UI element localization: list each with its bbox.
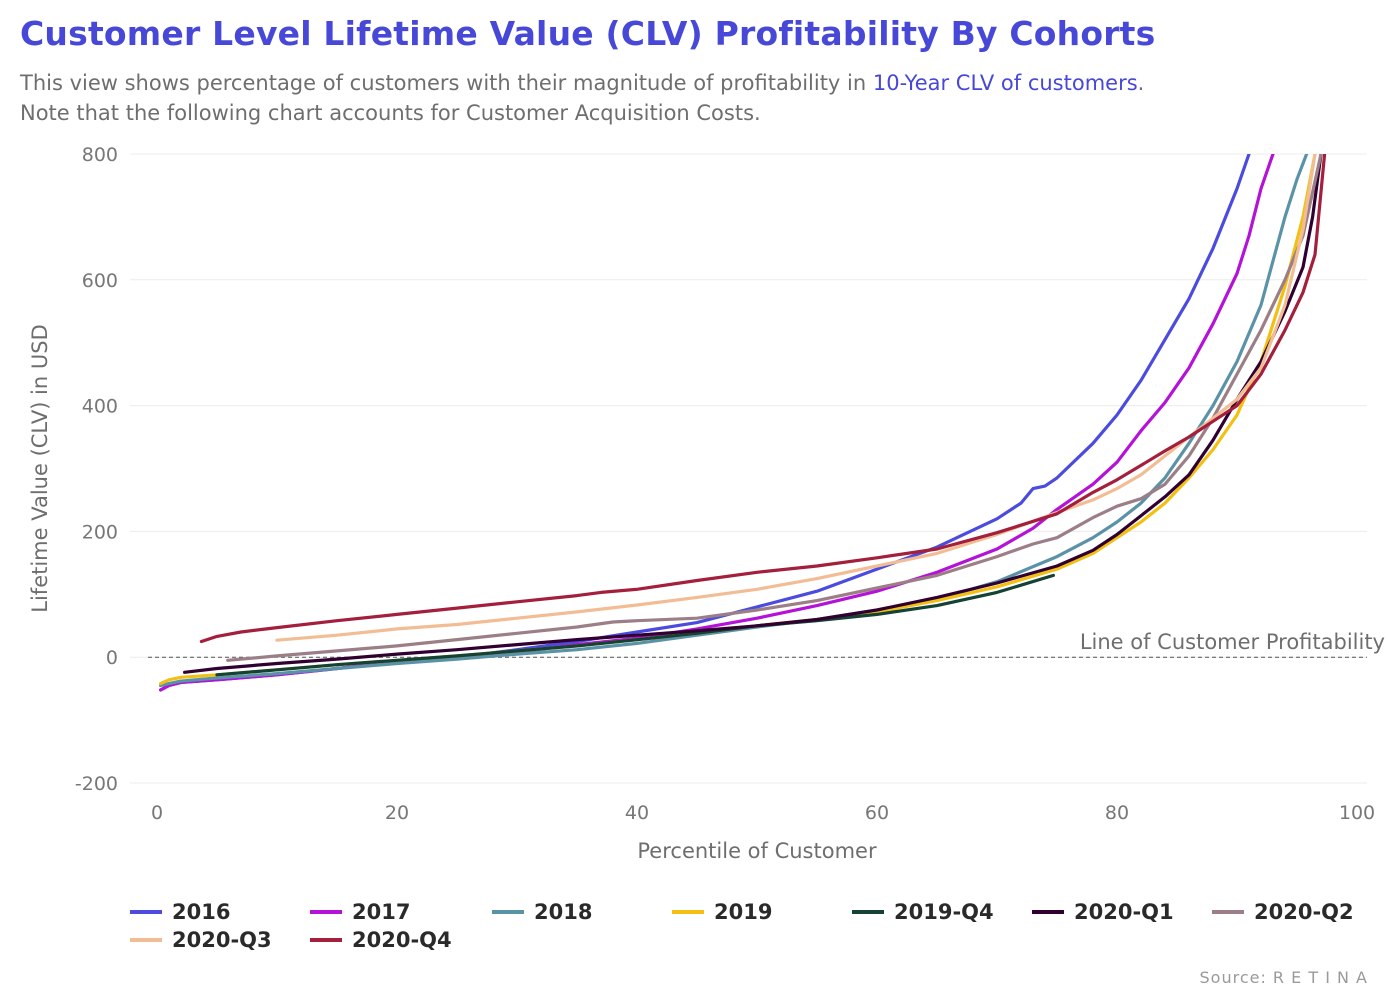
- x-tick-label: 0: [151, 802, 163, 824]
- legend-item-2020-q1: 2020-Q1: [1032, 900, 1174, 924]
- legend-item-2016: 2016: [130, 900, 230, 924]
- series-line-2017: [159, 154, 1275, 692]
- legend-item-2020-q3: 2020-Q3: [130, 928, 272, 952]
- legend-swatch: [130, 938, 162, 942]
- profitability-line-label: Line of Customer Profitability: [1080, 630, 1385, 654]
- subtitle-highlight: 10-Year CLV of customers: [872, 71, 1138, 95]
- subtitle-text: This view shows percentage of customers …: [20, 71, 873, 95]
- series-line-2020-q2: [226, 154, 1323, 662]
- legend-label: 2020-Q1: [1074, 900, 1174, 924]
- legend-swatch: [672, 910, 704, 914]
- legend-label: 2020-Q3: [172, 928, 272, 952]
- x-tick-label: 20: [385, 802, 409, 824]
- x-tick-label: 80: [1105, 802, 1129, 824]
- subtitle-text-end: . Note that the following chart accounts…: [20, 71, 1145, 125]
- legend-label: 2020-Q2: [1254, 900, 1354, 924]
- legend-label: 2019: [714, 900, 773, 924]
- legend-swatch: [310, 938, 342, 942]
- y-tick-label: 800: [82, 144, 118, 166]
- legend-item-2020-q4: 2020-Q4: [310, 928, 452, 952]
- legend-item-2019-q4: 2019-Q4: [852, 900, 994, 924]
- series-line-2018: [159, 154, 1309, 688]
- legend-swatch: [1032, 910, 1064, 914]
- y-tick-label: -200: [75, 773, 118, 795]
- legend-label: 2018: [534, 900, 593, 924]
- y-tick-label: 0: [106, 647, 118, 669]
- legend-item-2020-q2: 2020-Q2: [1212, 900, 1354, 924]
- chart-title: Customer Level Lifetime Value (CLV) Prof…: [20, 14, 1156, 53]
- chart-subtitle: This view shows percentage of customers …: [20, 68, 1200, 128]
- x-tick-label: 40: [625, 802, 649, 824]
- source-note: Source: R E T I N A: [1199, 968, 1368, 987]
- series-line-2019-q4: [215, 573, 1055, 677]
- legend-swatch: [130, 910, 162, 914]
- legend-swatch: [852, 910, 884, 914]
- y-tick-label: 400: [82, 396, 118, 418]
- legend-label: 2020-Q4: [352, 928, 452, 952]
- legend-item-2018: 2018: [492, 900, 592, 924]
- legend-label: 2019-Q4: [894, 900, 994, 924]
- x-axis-label: Percentile of Customer: [637, 839, 877, 863]
- legend-swatch: [1212, 910, 1244, 914]
- series-line-2020-q4: [199, 154, 1327, 644]
- y-tick-label: 600: [82, 270, 118, 292]
- series-group: [159, 154, 1327, 692]
- y-tick-label: 200: [82, 521, 118, 543]
- series-line-2019: [159, 154, 1317, 686]
- x-tick-label: 60: [865, 802, 889, 824]
- series-line-2020-q3: [275, 154, 1317, 642]
- legend-swatch: [492, 910, 524, 914]
- legend-label: 2016: [172, 900, 231, 924]
- legend-swatch: [310, 910, 342, 914]
- legend-item-2019: 2019: [672, 900, 772, 924]
- x-tick-label: 100: [1339, 802, 1375, 824]
- legend-item-2017: 2017: [310, 900, 410, 924]
- series-line-2016: [159, 154, 1251, 692]
- line-chart: -200 0 200 400 600 800 0 20 40 60 80 100 Percentile …: [28, 144, 1385, 863]
- legend-label: 2017: [352, 900, 411, 924]
- y-axis-label: Lifetime Value (CLV) in USD: [28, 324, 52, 612]
- series-line-2020-q1: [183, 154, 1323, 674]
